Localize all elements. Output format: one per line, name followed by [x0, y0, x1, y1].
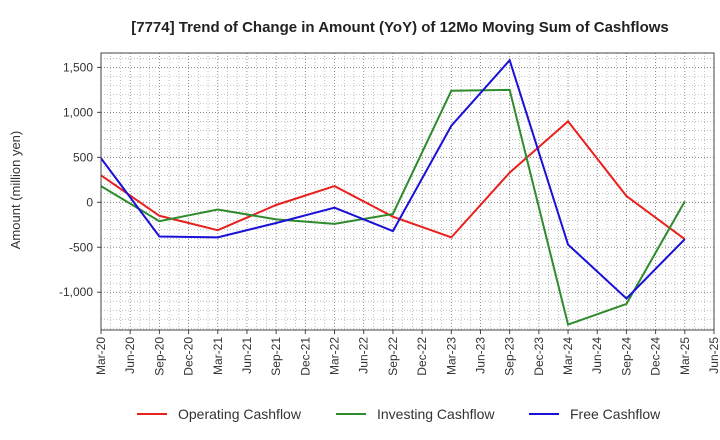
x-tick-label: Jun-23	[473, 337, 487, 374]
operating-cashflow-legend-label: Operating Cashflow	[178, 406, 302, 422]
free-cashflow-legend-label: Free Cashflow	[570, 406, 661, 422]
operating-cashflow-line	[100, 119, 686, 240]
x-tick-label: Sep-24	[619, 337, 633, 376]
x-tick-label: Sep-21	[269, 337, 283, 376]
investing-cashflow-legend-label: Investing Cashflow	[377, 406, 495, 422]
x-tick-label: Sep-22	[386, 337, 400, 376]
free-cashflow-line	[100, 58, 686, 300]
x-tick-label: Dec-20	[182, 337, 196, 376]
y-axis-ticks: 1,500 1,000 500 0 -500 -1,000	[59, 60, 101, 299]
x-tick-label: Dec-23	[532, 337, 546, 376]
x-tick-label: Sep-20	[152, 337, 166, 376]
y-tick-label: -500	[69, 240, 93, 254]
y-tick-label: -1,000	[59, 285, 93, 299]
x-tick-label: Sep-23	[503, 337, 517, 376]
series-group	[100, 58, 686, 326]
x-tick-label: Mar-20	[94, 337, 108, 375]
chart-title: [7774] Trend of Change in Amount (YoY) o…	[131, 19, 669, 36]
x-tick-label: Jun-20	[123, 337, 137, 374]
x-tick-label: Dec-24	[649, 337, 663, 376]
y-tick-label: 1,500	[63, 60, 93, 74]
x-tick-label: Mar-23	[444, 337, 458, 375]
y-tick-label: 0	[86, 195, 93, 209]
x-tick-label: Jun-21	[240, 337, 254, 374]
y-axis-label: Amount (million yen)	[8, 131, 23, 250]
x-tick-label: Dec-21	[298, 337, 312, 376]
x-tick-label: Mar-24	[561, 337, 575, 375]
x-tick-label: Mar-25	[678, 337, 692, 375]
legend: Operating Cashflow Investing Cashflow Free…	[137, 406, 661, 422]
investing-cashflow-line	[100, 88, 686, 326]
x-tick-label: Jun-22	[357, 337, 371, 374]
x-tick-label: Mar-22	[328, 337, 342, 375]
y-tick-label: 500	[73, 150, 93, 164]
x-tick-label: Mar-21	[211, 337, 225, 375]
x-axis-ticks: Mar-20 Jun-20 Sep-20 Dec-20 Mar-21 Jun-21 Sep-…	[94, 330, 720, 376]
x-tick-label: Jun-25	[707, 337, 720, 374]
x-tick-label: Jun-24	[590, 337, 604, 374]
x-tick-label: Dec-22	[415, 337, 429, 376]
y-tick-label: 1,000	[63, 105, 93, 119]
plot-area-border	[100, 52, 715, 331]
